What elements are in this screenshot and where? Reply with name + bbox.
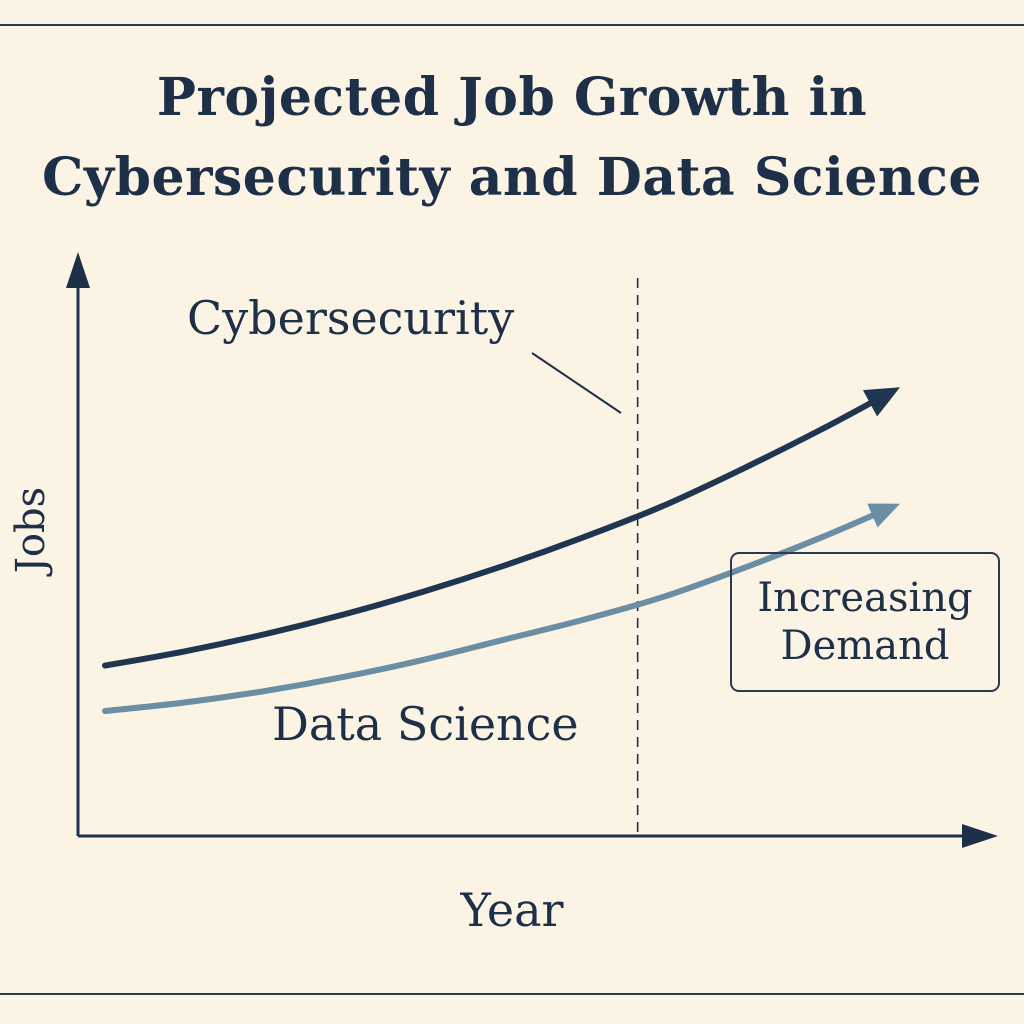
annotation-box: Increasing Demand bbox=[730, 552, 1000, 692]
series-cybersecurity-arrowhead-icon bbox=[862, 387, 900, 417]
annotation-line-2: Demand bbox=[780, 623, 950, 669]
series-data-science-arrowhead-icon bbox=[867, 503, 900, 528]
chart-title-line-1: Projected Job Growth in bbox=[156, 67, 868, 128]
annotation-line-1: Increasing bbox=[757, 575, 973, 621]
bottom-rule bbox=[0, 993, 1024, 995]
y-axis-label: Jobs bbox=[8, 487, 54, 577]
chart-title: Projected Job Growth in Cybersecurity an… bbox=[0, 58, 1024, 218]
x-axis-arrow-icon bbox=[962, 824, 998, 848]
series-label-cybersecurity: Cybersecurity bbox=[187, 291, 514, 345]
cybersecurity-leader-line bbox=[531, 352, 622, 414]
x-axis-label: Year bbox=[459, 883, 563, 937]
y-axis-arrow-icon bbox=[66, 252, 90, 288]
series-data-science-line bbox=[102, 510, 881, 715]
series-cybersecurity-line bbox=[102, 397, 880, 669]
series-label-data-science: Data Science bbox=[272, 697, 579, 751]
chart-title-line-2: Cybersecurity and Data Science bbox=[42, 147, 982, 208]
top-rule bbox=[0, 24, 1024, 26]
